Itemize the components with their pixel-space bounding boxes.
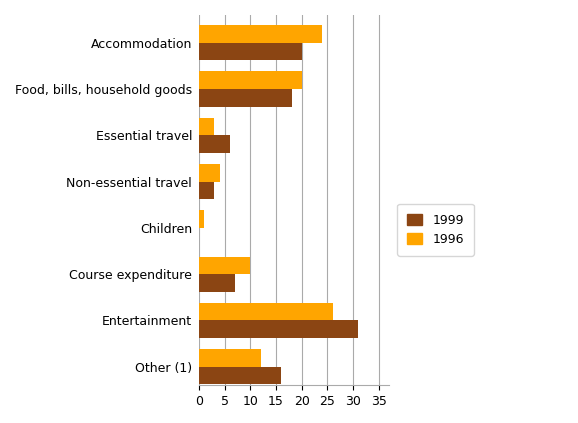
- Bar: [199, 321, 358, 338]
- Bar: [199, 164, 220, 181]
- Legend: 1999, 1996: 1999, 1996: [397, 203, 474, 256]
- Bar: [199, 257, 250, 274]
- Bar: [199, 303, 332, 321]
- Bar: [199, 89, 291, 107]
- Bar: [199, 25, 323, 43]
- Bar: [199, 71, 302, 89]
- Bar: [199, 118, 214, 135]
- Bar: [199, 274, 235, 292]
- Bar: [199, 210, 204, 228]
- Bar: [199, 367, 281, 385]
- Bar: [199, 135, 230, 153]
- Bar: [199, 181, 214, 199]
- Bar: [199, 349, 261, 367]
- Bar: [199, 43, 302, 60]
